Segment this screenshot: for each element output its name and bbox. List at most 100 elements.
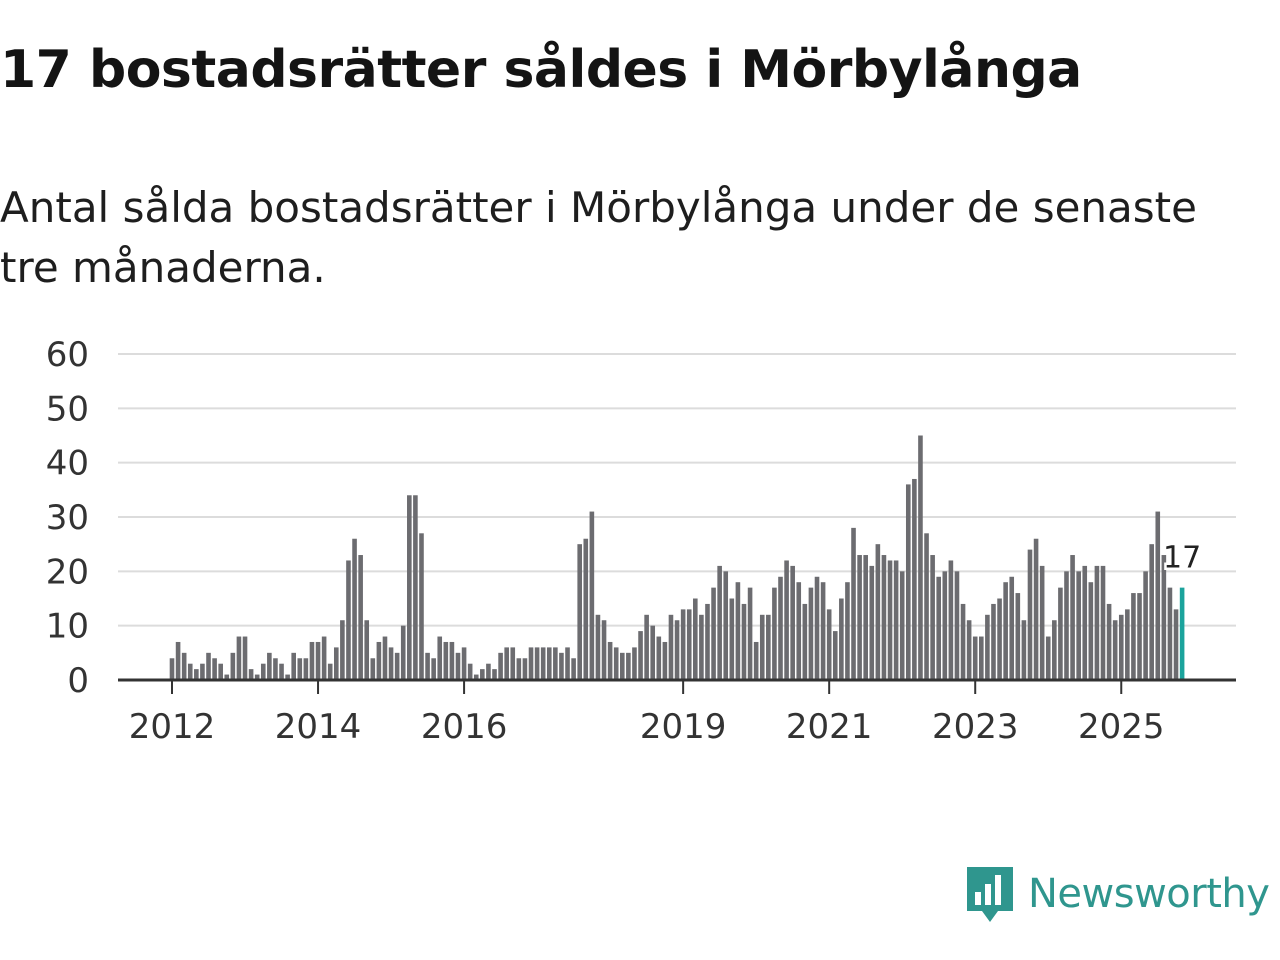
bar	[601, 620, 607, 680]
x-tick-label: 2025	[1078, 707, 1165, 747]
bar	[1100, 565, 1106, 680]
bar	[863, 555, 868, 680]
bar	[741, 603, 747, 680]
bar	[236, 636, 242, 680]
bar	[997, 598, 1002, 680]
bar	[522, 658, 528, 680]
bar	[1143, 571, 1148, 680]
bar	[887, 560, 893, 680]
y-tick-label: 10	[46, 607, 89, 647]
bar	[455, 652, 461, 680]
bar	[1076, 571, 1081, 680]
bar	[169, 658, 175, 680]
brand-name: Newsworthy	[1028, 871, 1270, 917]
bar	[559, 652, 564, 680]
bar	[358, 555, 363, 680]
bar	[364, 620, 370, 680]
bar	[693, 598, 698, 680]
bar	[376, 641, 382, 680]
bar	[1106, 603, 1112, 680]
bar	[729, 598, 735, 680]
bar	[413, 495, 418, 680]
bar	[674, 620, 680, 680]
bar	[333, 647, 339, 680]
bar	[352, 538, 357, 680]
bar	[650, 625, 656, 680]
bar	[206, 652, 211, 680]
bar	[936, 576, 942, 680]
bar	[583, 538, 589, 680]
bar	[1155, 511, 1161, 680]
bar	[1064, 571, 1069, 680]
bar	[212, 658, 217, 680]
bar	[504, 647, 509, 680]
bar	[1027, 549, 1033, 680]
bar	[303, 658, 309, 680]
bar	[711, 587, 716, 680]
bar	[394, 652, 400, 680]
chart-title: 17 bostadsrätter såldes i Mörbylånga	[0, 40, 1082, 100]
bar	[948, 560, 954, 680]
bar-chart-speech-bubble-icon	[967, 867, 1013, 922]
bar	[297, 658, 303, 680]
bar	[1137, 593, 1142, 680]
bar	[1173, 609, 1179, 680]
bar	[498, 652, 503, 680]
bar	[1003, 582, 1008, 680]
bar	[899, 571, 905, 680]
x-tick-label: 2014	[275, 707, 362, 747]
bar	[668, 614, 674, 680]
bar	[181, 652, 187, 680]
bar	[553, 647, 558, 680]
bar	[187, 663, 193, 680]
bar	[1045, 636, 1051, 680]
bar	[942, 571, 948, 680]
bar	[1118, 614, 1124, 680]
bar	[486, 663, 491, 680]
bar	[443, 641, 449, 680]
bar	[966, 620, 972, 680]
bar	[772, 587, 777, 680]
bar	[881, 555, 887, 680]
bar-chart: 0 10 20 30 40 50 60 2012 2014 2016 2019 2021 2023 202…	[46, 335, 1236, 747]
bar	[723, 571, 729, 680]
bar	[638, 631, 643, 680]
bar	[747, 587, 753, 680]
bar	[327, 663, 333, 680]
bar	[467, 663, 473, 680]
bar	[425, 652, 430, 680]
bar	[705, 603, 710, 680]
bar	[291, 652, 296, 680]
bar	[1125, 609, 1130, 680]
bar	[918, 435, 923, 680]
bar	[778, 576, 783, 680]
bar	[680, 609, 686, 680]
bar	[717, 565, 722, 680]
bar	[814, 576, 820, 680]
bar	[285, 674, 290, 680]
bar	[571, 658, 576, 680]
bar	[577, 544, 582, 680]
y-tick-label: 0	[67, 661, 89, 701]
bar	[790, 565, 795, 680]
bar	[1070, 555, 1075, 680]
bar	[869, 565, 875, 680]
bar	[686, 609, 692, 680]
y-tick-label: 40	[46, 444, 89, 484]
bar	[972, 636, 978, 680]
bar	[1052, 620, 1057, 680]
bar	[893, 560, 899, 680]
bar	[607, 641, 613, 680]
bar	[619, 652, 625, 680]
bar	[759, 614, 765, 680]
bar	[1149, 544, 1154, 680]
chart-subtitle: Antal sålda bostadsrätter i Mörbylånga u…	[0, 183, 1197, 292]
bar	[260, 663, 266, 680]
bar	[905, 484, 911, 680]
bar	[534, 647, 540, 680]
bar	[431, 658, 436, 680]
bar	[492, 669, 497, 680]
bar	[1094, 565, 1100, 680]
bar	[1131, 593, 1136, 680]
bar	[632, 647, 637, 680]
